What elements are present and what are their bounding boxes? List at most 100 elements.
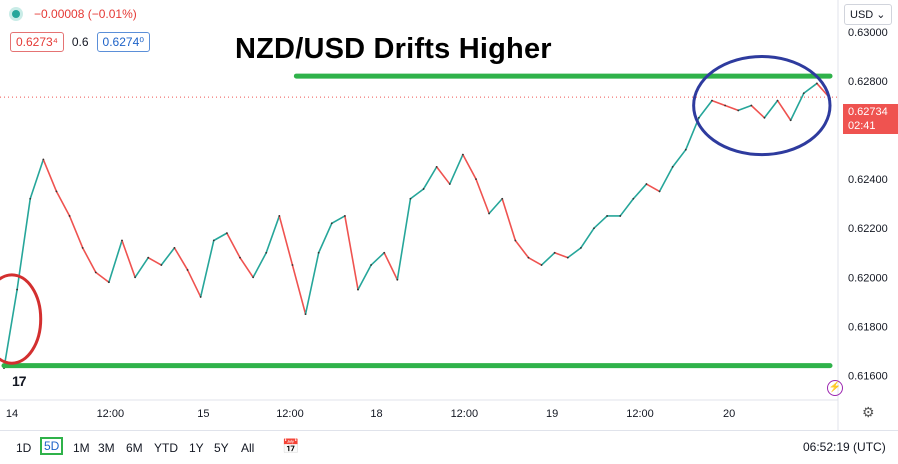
y-tick-label: 0.61800 [848, 321, 888, 333]
range-button-1y[interactable]: 1Y [189, 441, 204, 455]
calendar-range-icon[interactable]: 📅 [282, 438, 300, 454]
price-segment [422, 166, 438, 190]
chart-title: NZD/USD Drifts Higher [235, 33, 552, 65]
range-button-5y[interactable]: 5Y [214, 441, 229, 455]
price-segment [357, 264, 372, 291]
price-segment [134, 256, 150, 279]
price-point [527, 256, 530, 259]
price-segment [514, 239, 530, 259]
buy-price-button[interactable]: 0.6274⁰ [96, 32, 151, 52]
price-point [42, 158, 45, 161]
chevron-down-icon: ⌄ [876, 9, 886, 21]
price-segment [409, 188, 425, 200]
price-segment [186, 269, 202, 298]
x-tick-label: 15 [197, 408, 209, 420]
price-segment [239, 256, 254, 279]
price-point [94, 271, 97, 274]
price-segment [383, 251, 399, 281]
current-price-tag: 0.62734 02:41 [843, 104, 898, 134]
price-point [711, 99, 713, 102]
x-tick-label: 20 [723, 408, 735, 420]
sell-price-button[interactable]: 0.6273⁴ [10, 32, 64, 52]
price-point [750, 104, 753, 107]
price-point [68, 215, 71, 217]
price-segment [553, 251, 569, 259]
price-segment [802, 82, 818, 95]
price-segment [226, 232, 241, 259]
price-segment [291, 264, 307, 315]
price-point [199, 296, 202, 298]
price-point [304, 313, 307, 316]
price-segment [212, 232, 228, 242]
price-segment [344, 215, 359, 291]
price-point [763, 116, 766, 119]
price-point [147, 256, 150, 259]
utc-clock[interactable]: 06:52:19 (UTC) [803, 440, 886, 454]
price-segment [671, 148, 687, 168]
range-button-1m[interactable]: 1M [73, 441, 90, 455]
range-button-1d[interactable]: 1D [16, 441, 32, 455]
price-segment [68, 215, 84, 249]
price-segment [737, 104, 753, 112]
price-segment [789, 92, 805, 122]
price-point [435, 165, 438, 168]
currency-label: USD [850, 9, 874, 21]
price-point [448, 183, 451, 185]
x-tick-label: 12:00 [626, 408, 654, 420]
price-point [265, 251, 268, 254]
price-point [475, 178, 477, 181]
price-segment [501, 197, 517, 242]
price-point [121, 239, 123, 242]
price-point [107, 281, 110, 284]
price-segment [370, 251, 386, 266]
y-tick-label: 0.63000 [848, 27, 888, 39]
price-point [606, 215, 609, 217]
currency-selector[interactable]: USD ⌄ [844, 4, 892, 25]
price-point [291, 264, 294, 266]
price-point [514, 239, 517, 242]
price-segment [540, 251, 556, 266]
price-point [55, 190, 58, 193]
price-point [29, 197, 32, 200]
price-point [396, 278, 399, 281]
range-button-5d[interactable]: 5D [40, 437, 64, 455]
x-tick-label: 19 [546, 408, 558, 420]
price-segment [527, 256, 543, 266]
price-point [645, 183, 648, 185]
price-segment [173, 247, 189, 271]
range-button-6m[interactable]: 6M [126, 441, 143, 455]
bar-countdown: 02:41 [848, 120, 876, 132]
price-point [330, 222, 333, 225]
price-point [173, 246, 176, 249]
tradingview-logo-icon[interactable]: 17 [12, 373, 27, 389]
price-segment [658, 166, 674, 193]
price-point [239, 256, 241, 259]
price-point [815, 82, 818, 85]
price-segment [435, 166, 451, 185]
range-button-ytd[interactable]: YTD [154, 441, 178, 455]
price-point [160, 264, 163, 266]
range-button-all[interactable]: All [241, 441, 255, 455]
price-segment [711, 99, 726, 107]
y-tick-label: 0.62200 [848, 223, 888, 235]
range-button-3m[interactable]: 3M [98, 441, 115, 455]
price-segment [566, 247, 582, 259]
price-point [252, 276, 255, 279]
price-segment [698, 99, 713, 119]
price-segment [330, 215, 346, 225]
lightning-icon[interactable]: ⚡ [827, 380, 843, 396]
price-segment [750, 104, 766, 119]
x-tick-label: 12:00 [276, 408, 304, 420]
price-point [789, 119, 792, 122]
price-point [724, 104, 727, 107]
price-segment [3, 288, 18, 369]
price-segment [199, 239, 215, 298]
price-point [409, 197, 412, 200]
price-point [579, 246, 582, 249]
price-segment [16, 197, 32, 291]
price-point [461, 153, 464, 156]
price-point [671, 165, 674, 168]
price-segment [448, 153, 464, 185]
gear-icon[interactable]: ⚙ [862, 404, 875, 420]
price-segment [29, 158, 45, 200]
